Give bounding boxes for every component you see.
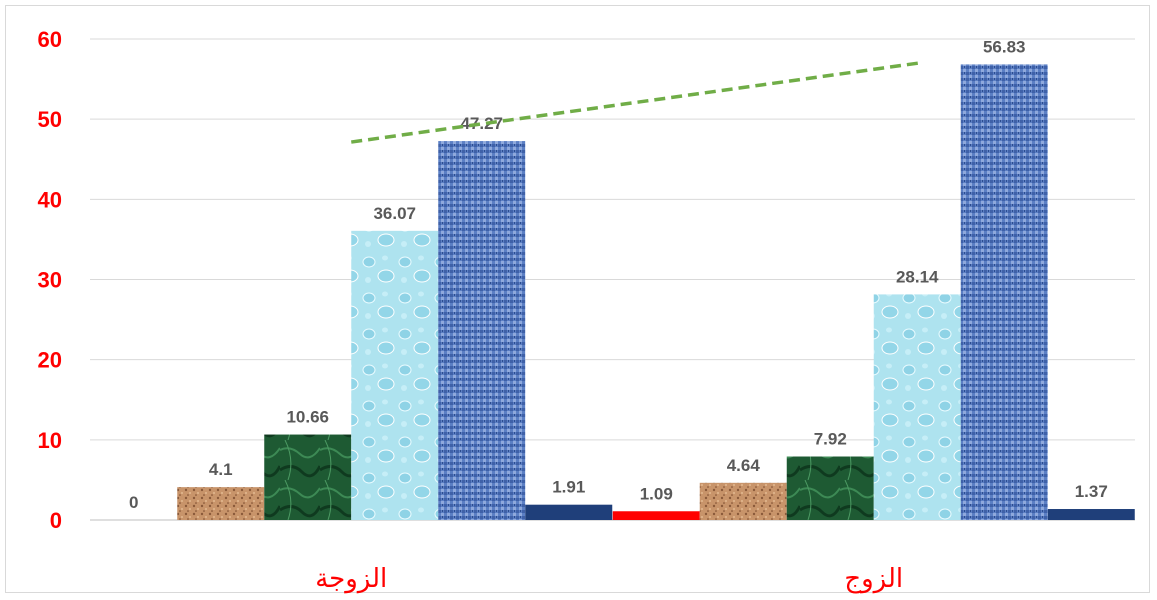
- data-label: 47.27: [460, 114, 503, 133]
- bar: [873, 294, 961, 520]
- bar: [1047, 509, 1135, 520]
- data-label: 4.64: [727, 456, 761, 475]
- axes: 0 10 20 30 40 50 60 الزوجة الزوج: [38, 27, 904, 594]
- y-tick-label: 0: [50, 508, 62, 533]
- data-label: 1.91: [552, 478, 585, 497]
- bar: [177, 487, 265, 520]
- data-label: 1.37: [1075, 482, 1108, 501]
- bar: [960, 64, 1048, 520]
- bar: [351, 230, 439, 520]
- data-labels: 0 4.1 10.66 36.07 47.27 1.91 1.09 4.64 7.92 28.14…: [129, 37, 1108, 512]
- trendline: [351, 60, 924, 144]
- data-label: 0: [129, 493, 138, 512]
- data-label: 28.14: [896, 267, 939, 286]
- category-label: الزوج: [844, 564, 903, 594]
- y-tick-label: 30: [38, 268, 62, 293]
- y-tick-label: 20: [38, 348, 62, 373]
- y-tick-label: 50: [38, 107, 62, 132]
- data-label: 56.83: [983, 37, 1026, 56]
- data-label: 1.09: [640, 484, 673, 503]
- bar: [438, 141, 526, 520]
- bars: [177, 64, 1135, 520]
- bar: [525, 504, 613, 520]
- category-label: الزوجة: [315, 564, 387, 594]
- y-tick-label: 60: [38, 27, 62, 52]
- bar: [699, 482, 787, 520]
- y-tick-label: 40: [38, 187, 62, 212]
- data-label: 7.92: [814, 430, 847, 449]
- bar: [786, 456, 874, 520]
- data-label: 4.1: [209, 460, 233, 479]
- data-label: 10.66: [286, 408, 329, 427]
- bar: [612, 511, 700, 520]
- bar: [264, 434, 352, 520]
- y-tick-label: 10: [38, 428, 62, 453]
- data-label: 36.07: [373, 204, 416, 223]
